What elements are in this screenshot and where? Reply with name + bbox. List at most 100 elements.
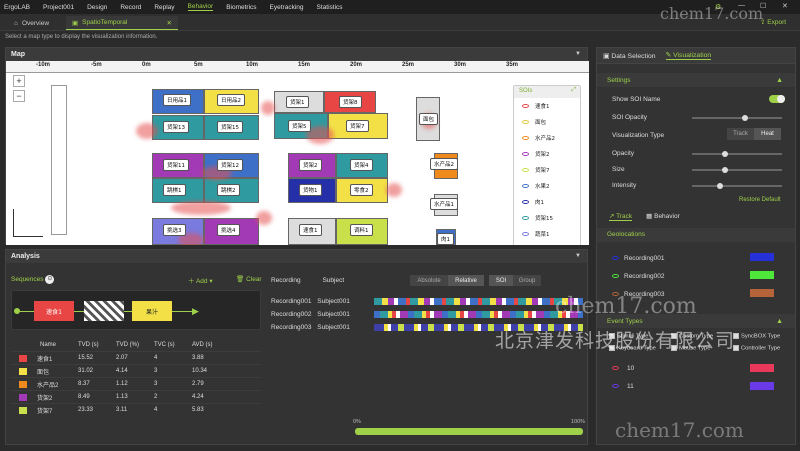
absolute-toggle[interactable]: Absolute [410, 275, 448, 286]
event-check[interactable]: Controller Type [733, 344, 795, 351]
chevron-up-icon[interactable]: ▲ [776, 317, 783, 325]
show-soi-toggle[interactable] [769, 95, 785, 103]
shelf-label[interactable]: 调料1 [350, 224, 373, 236]
tab-behavior[interactable]: ▦ Behavior [646, 213, 680, 220]
color-swatch[interactable] [750, 271, 774, 279]
event-check[interactable]: Stimuli Type [609, 333, 671, 340]
menu-behavior[interactable]: Behavior [187, 3, 214, 11]
opacity-slider[interactable] [692, 151, 782, 157]
restore-default-button[interactable]: Restore Default [739, 197, 781, 203]
shelf-label[interactable]: 挑选3 [163, 224, 186, 236]
expand-icon[interactable]: ⤢ [571, 87, 576, 93]
size-slider[interactable] [692, 167, 782, 173]
slider-knob[interactable] [722, 167, 728, 173]
menu-statistics[interactable]: Statistics [316, 3, 343, 11]
add-button[interactable]: ＋ Add ▾ [188, 278, 213, 285]
shelf-label[interactable]: 货架11 [163, 159, 189, 171]
menu-ergolab[interactable]: ErgoLAB [4, 3, 31, 11]
soi-item[interactable]: 货架15 [514, 210, 580, 226]
lock-icon[interactable]: ⊙ [45, 275, 55, 284]
shelf-label[interactable]: 零食2 [350, 184, 373, 196]
event-check[interactable]: Custom Type [671, 333, 733, 340]
soi-item[interactable]: 面包 [514, 114, 580, 130]
soi-opacity-slider[interactable] [692, 115, 782, 121]
shelf-label[interactable]: 肉1 [437, 233, 454, 245]
shelf-label[interactable]: 水产品1 [430, 198, 458, 210]
eye-icon[interactable] [522, 136, 529, 140]
shelf-label[interactable]: 货架15 [217, 121, 243, 133]
timeline-strip[interactable] [374, 311, 583, 318]
shelf-label[interactable]: 货架4 [350, 159, 373, 171]
slider-knob[interactable] [717, 183, 723, 189]
mode-toggle[interactable]: Absolute Relative SOI Group [410, 275, 541, 286]
recording-row[interactable]: Recording003 Subject001 [271, 321, 350, 334]
soi-item[interactable]: 蔬菜1 [514, 226, 580, 242]
eye-icon[interactable] [612, 384, 619, 388]
checkbox[interactable] [609, 344, 615, 351]
eye-icon[interactable] [522, 200, 529, 204]
checkbox[interactable] [609, 333, 615, 339]
color-swatch[interactable] [750, 289, 774, 297]
shelf-label[interactable]: 货架5 [288, 120, 311, 132]
menu-replay[interactable]: Replay [154, 3, 175, 11]
group-toggle[interactable]: Group [513, 275, 541, 286]
checkbox[interactable] [733, 344, 739, 351]
geo-item[interactable]: Recording002 [612, 268, 664, 286]
sequence-builder[interactable]: 速食1 果汁 ▶ [11, 290, 261, 330]
shelf-label[interactable]: 面包 [419, 113, 439, 125]
close-icon[interactable]: ✕ [166, 19, 172, 27]
soi-item[interactable]: 水产品2 [514, 130, 580, 146]
minimize-icon[interactable]: — [738, 2, 745, 9]
shelf-label[interactable]: 日用品1 [163, 94, 191, 106]
maximize-icon[interactable]: ☐ [760, 3, 767, 10]
heat-option[interactable]: Heat [754, 128, 781, 140]
table-row[interactable]: 货架7 23.33 3.11 4 5.83 [11, 403, 261, 416]
collapse-icon[interactable]: ▼ [575, 253, 581, 259]
eye-icon[interactable] [522, 216, 529, 220]
slider-knob[interactable] [742, 115, 748, 121]
eye-icon[interactable] [612, 274, 619, 278]
timeline-strip[interactable] [374, 324, 583, 331]
zoom-in-button[interactable]: + [13, 75, 25, 87]
menu-project[interactable]: Project001 [43, 3, 75, 11]
vis-type-toggle[interactable]: Track Heat [727, 128, 781, 140]
sequence-wildcard[interactable] [84, 301, 124, 321]
table-row[interactable]: 速食1 15.52 2.07 4 3.88 [11, 351, 261, 364]
shelf-label[interactable]: 挑选4 [217, 224, 240, 236]
recording-row[interactable]: Recording001 Subject001 [271, 295, 350, 308]
settings-section[interactable]: Settings ▲ [597, 73, 795, 87]
time-range-slider[interactable] [355, 428, 583, 435]
table-row[interactable]: 水产品2 8.37 1.12 3 2.79 [11, 377, 261, 390]
map-canvas[interactable]: -10m -5m 0m 5m 10m 15m 20m 25m 30m 35m +… [6, 61, 589, 245]
shelf-label[interactable]: 速食1 [299, 224, 322, 236]
close-icon[interactable]: ✕ [782, 3, 788, 10]
zoom-out-button[interactable]: − [13, 90, 25, 102]
slider-knob[interactable] [722, 151, 728, 157]
geo-item[interactable]: Recording003 [612, 286, 664, 304]
shelf-label[interactable]: 货架7 [346, 120, 369, 132]
soi-item[interactable]: 水果2 [514, 178, 580, 194]
tab-spatiotemporal[interactable]: ▣ SpatioTemporal ✕ [66, 16, 178, 30]
table-row[interactable]: 货架2 8.49 1.13 2 4.24 [11, 390, 261, 403]
relative-toggle[interactable]: Relative [448, 275, 484, 286]
color-swatch[interactable] [750, 253, 774, 261]
menu-design[interactable]: Design [87, 3, 108, 11]
intensity-slider[interactable] [692, 183, 782, 189]
soi-toggle[interactable]: SOI [489, 275, 513, 286]
eye-icon[interactable] [522, 120, 529, 124]
collapse-icon[interactable]: ▼ [575, 51, 581, 57]
shelf-label[interactable]: 货架13 [163, 121, 189, 133]
eye-icon[interactable] [522, 104, 529, 108]
color-swatch[interactable] [750, 382, 774, 390]
clear-button[interactable]: 🗑 Clear [236, 276, 262, 283]
event-item[interactable]: 10 [612, 360, 634, 378]
menu-eyetracking[interactable]: Eyetracking [269, 3, 304, 11]
timeline-strip[interactable] [374, 298, 583, 305]
eye-icon[interactable] [522, 152, 529, 156]
tab-visualization[interactable]: ✎ Visualization [665, 52, 712, 60]
checkbox[interactable] [671, 333, 677, 339]
color-swatch[interactable] [750, 364, 774, 372]
event-types-section[interactable]: Event Types ▲ [597, 314, 795, 328]
geo-item[interactable]: Recording001 [612, 250, 664, 268]
eye-icon[interactable] [522, 184, 529, 188]
